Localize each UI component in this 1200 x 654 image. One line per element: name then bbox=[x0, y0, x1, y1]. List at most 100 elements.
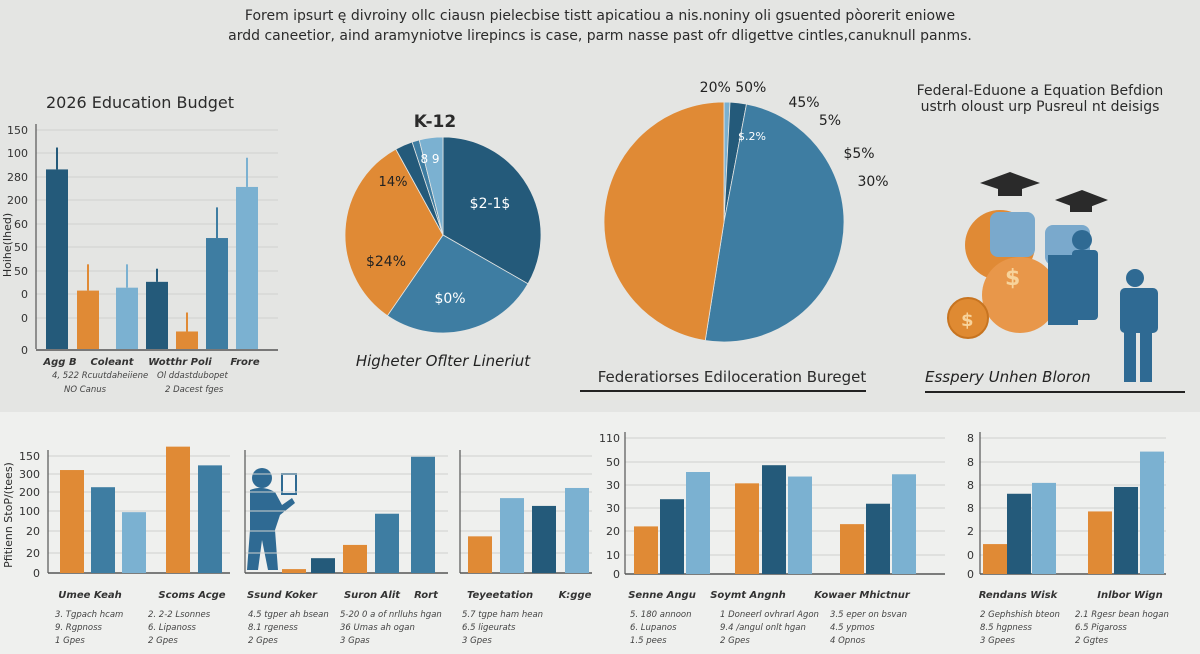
y-tick-label: 20 bbox=[606, 525, 620, 538]
note-text: 6. Lipanoss bbox=[148, 623, 197, 633]
note-text: Ol ddastdubopet bbox=[157, 371, 229, 381]
y-tick-label: 2 bbox=[967, 525, 974, 538]
bar bbox=[468, 536, 492, 573]
bar bbox=[788, 476, 812, 574]
y-axis-label: Pfitienn StoP/(tees) bbox=[2, 462, 15, 568]
note-text: 4 Opnos bbox=[830, 636, 866, 646]
pie-label: 20% 50% bbox=[700, 80, 767, 96]
bar bbox=[565, 487, 589, 573]
y-tick-label: 30 bbox=[606, 502, 620, 515]
person-with-tablet-icon bbox=[247, 468, 297, 570]
bar bbox=[983, 544, 1007, 574]
bar bbox=[411, 456, 435, 573]
y-tick-label: 0 bbox=[967, 549, 974, 562]
pie-slice bbox=[418, 136, 444, 236]
top-background bbox=[0, 0, 1200, 412]
category-label: Agg B bbox=[42, 357, 76, 368]
bar bbox=[198, 465, 222, 573]
category-label: Suron Alit bbox=[344, 590, 401, 601]
note-text: 4.5 tgper ah bsean bbox=[248, 610, 329, 620]
category-label: Teyeetation bbox=[467, 590, 533, 601]
bar bbox=[343, 544, 367, 573]
category-label: K:gge bbox=[559, 590, 592, 601]
note-text: 6.5 Pigaross bbox=[1075, 623, 1127, 633]
y-tick-label: 150 bbox=[19, 450, 40, 463]
note-text: 36 Umas ah ogan bbox=[340, 623, 415, 633]
pie-label: 14% bbox=[379, 175, 408, 190]
note-text: 2 Gpes bbox=[720, 636, 750, 646]
y-tick-label: 150 bbox=[7, 124, 28, 137]
note-text: 3 Gpas bbox=[340, 636, 370, 646]
pie-label: $24% bbox=[366, 254, 406, 270]
y-tick-label: 50 bbox=[14, 241, 28, 254]
bar bbox=[282, 569, 306, 573]
note-text: 2.1 Rgesr bean hogan bbox=[1075, 610, 1169, 620]
category-label: Kowaer Mhictnur bbox=[814, 590, 911, 601]
svg-text:$: $ bbox=[961, 310, 974, 331]
bar bbox=[91, 487, 115, 573]
y-tick-label: 110 bbox=[599, 432, 620, 445]
note-text: 1 Gpes bbox=[55, 636, 85, 646]
note-text: 4.5 ypmos bbox=[830, 623, 875, 633]
category-label: Ssund Koker bbox=[247, 590, 318, 601]
note-text: 3 Gpees bbox=[980, 636, 1016, 646]
y-tick-label: 8 bbox=[967, 479, 974, 492]
note-text: 2 Gephshish bteon bbox=[980, 610, 1060, 620]
bar bbox=[77, 290, 99, 349]
bottom-left-bar-chart: Pfitienn StoP/(tees) 15030020010020200Um… bbox=[2, 446, 592, 646]
bar bbox=[122, 512, 146, 573]
y-axis-label: Hoihe(Ihed) bbox=[1, 213, 14, 277]
note-text: 8.1 rgeness bbox=[248, 623, 298, 633]
note-text: 1.5 pees bbox=[630, 636, 667, 646]
panel-title-line-1: Federal-Eduone a Equation Befdion bbox=[917, 83, 1164, 99]
category-label: Inlbor Wign bbox=[1097, 590, 1162, 601]
y-tick-label: 100 bbox=[7, 147, 28, 160]
category-label: Rort bbox=[414, 590, 439, 601]
bar bbox=[1007, 493, 1031, 574]
bottom-middle-bar-chart: 110 50 30 30 20 10 0 Senne Angu Soymt Angnh Kowae… bbox=[599, 432, 945, 646]
category-label: Frore bbox=[230, 357, 259, 368]
note-text: 5.7 tgpe ham hean bbox=[462, 610, 543, 620]
pie-label: 45% bbox=[788, 95, 819, 111]
bar bbox=[500, 498, 524, 573]
bar bbox=[206, 238, 228, 349]
bar bbox=[735, 483, 759, 574]
note-text: 5-20 0 a of nrlluhs hgan bbox=[340, 610, 442, 620]
pie-label: $.2% bbox=[738, 130, 766, 143]
bar bbox=[1114, 486, 1138, 574]
panel-caption: Esspery Unhen Bloron bbox=[925, 368, 1091, 386]
bar bbox=[166, 446, 190, 573]
y-tick-label: 50 bbox=[14, 265, 28, 278]
note-text: 2 Dacest fges bbox=[165, 385, 224, 395]
note-text: 9.4 /angul onlt hgan bbox=[720, 623, 806, 633]
pie-label: $0% bbox=[434, 291, 465, 307]
bottom-right-bar-chart: 8 8 8 8 2 0 0 Rendans Wisk Inlbor Wign 2 Gephshis… bbox=[967, 432, 1169, 646]
note-text: 6. Lupanos bbox=[630, 623, 677, 633]
bar bbox=[840, 524, 864, 574]
bar bbox=[146, 281, 168, 349]
y-tick-label: 0 bbox=[967, 568, 974, 581]
panel-title-line-2: ustrh oloust urp Pusreul nt deisigs bbox=[921, 99, 1160, 115]
pie-label: $2-1$ bbox=[470, 196, 511, 212]
bar bbox=[686, 472, 710, 574]
y-tick-label: 20 bbox=[26, 547, 40, 560]
education-budget-bar-chart: 2026 Education Budget Hoihe(Ihed) 150 100… bbox=[1, 93, 278, 395]
coin-icon: $ bbox=[947, 297, 989, 339]
y-tick-label: 60 bbox=[14, 218, 28, 231]
y-tick-label: 280 bbox=[7, 171, 28, 184]
note-text: 8.5 hgpness bbox=[980, 623, 1032, 633]
pie-slice bbox=[704, 103, 845, 343]
header-line-1: Forem ipsurt ę divroiny ollc ciausn piel… bbox=[245, 8, 955, 24]
note-text: 2 Gpes bbox=[248, 636, 278, 646]
y-tick-label: 0 bbox=[21, 288, 28, 301]
bar bbox=[116, 287, 138, 349]
y-tick-label: 10 bbox=[606, 549, 620, 562]
pie-caption: Higheter Oflter Lineriut bbox=[356, 352, 531, 370]
y-tick-label: 0 bbox=[613, 568, 620, 581]
pie-label: 8 9 bbox=[420, 152, 439, 166]
note-text: 3 Gpes bbox=[462, 636, 492, 646]
federal-allocation-pie-chart: Federatiorses Ediloceration Bureget 20% … bbox=[580, 80, 889, 392]
bar bbox=[46, 169, 68, 349]
y-tick-label: 200 bbox=[19, 486, 40, 499]
